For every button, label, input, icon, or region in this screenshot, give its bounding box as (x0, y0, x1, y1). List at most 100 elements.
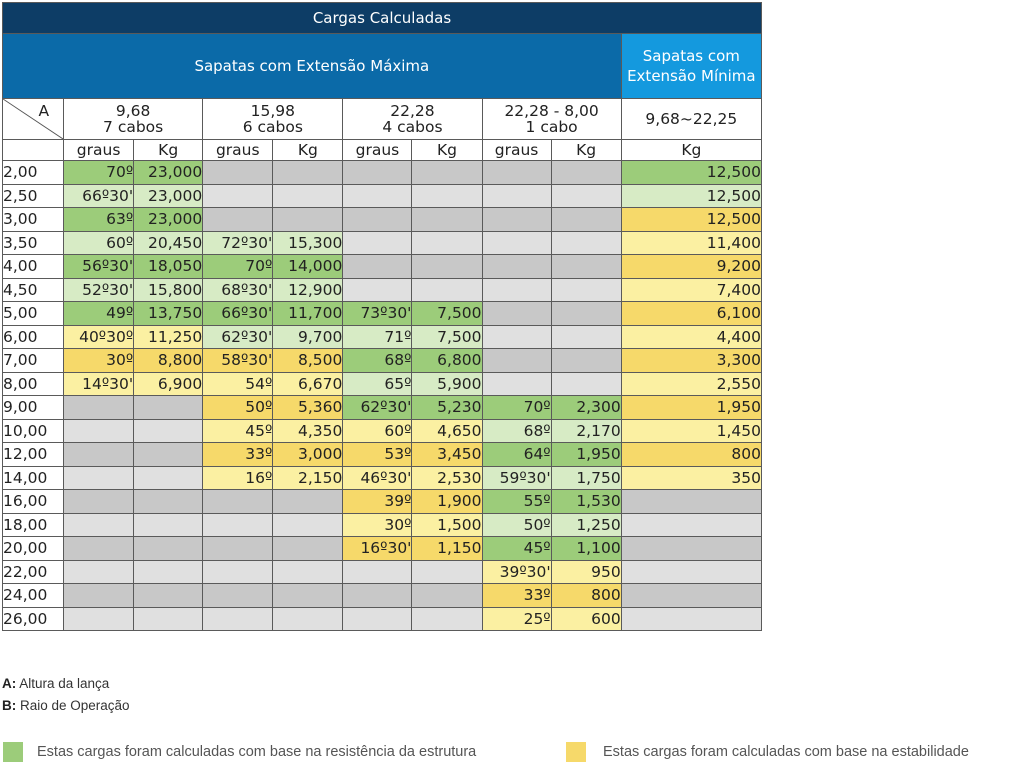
table-cell (481, 254, 552, 279)
table-cell (481, 183, 552, 208)
table-row: 5,00 49º 13,750 66º30' 11,700 73º30' 7,500 6,10… (1, 301, 763, 326)
table-cell: 72º30' (202, 230, 274, 255)
table-cell: 68º30' (202, 277, 274, 302)
table-row: 4,50 52º30' 15,800 68º30' 12,900 7,400 (1, 277, 763, 302)
table-cell: 45º (481, 536, 552, 561)
table-cell: 7,500 (411, 301, 483, 326)
table-cell: 60º (342, 418, 413, 443)
table-cell (202, 489, 274, 514)
row-radius: 4,00 (1, 254, 65, 279)
column-header-4: 22,28 - 8,00 1 cabo (481, 98, 622, 140)
table-cell: 2,300 (550, 395, 622, 420)
table-cell: 65º (342, 371, 413, 396)
table-cell: 62º30' (342, 395, 413, 420)
table-cell: 45º (202, 418, 274, 443)
table-cell (411, 160, 483, 185)
sub-header: Kg (550, 139, 622, 161)
row-radius: 8,00 (1, 371, 65, 396)
table-cell (411, 559, 483, 584)
table-cell (272, 512, 344, 537)
table-cell: 40º30º (63, 324, 135, 349)
table-cell: 70º (481, 395, 552, 420)
table-row: 7,00 30º 8,800 58º30' 8,500 68º 6,800 3,300 (1, 348, 763, 373)
table-cell: 12,500 (620, 160, 763, 185)
table-cell: 20,450 (133, 230, 204, 255)
table-cell (620, 489, 763, 514)
table-cell: 800 (550, 583, 622, 608)
table-row: 8,00 14º30' 6,900 54º 6,670 65º 5,900 2,550 (1, 371, 763, 396)
row-radius: 10,00 (1, 418, 65, 443)
table-cell: 66º30' (202, 301, 274, 326)
table-cell (342, 606, 413, 631)
table-cell: 50º (202, 395, 274, 420)
table-cell (620, 583, 763, 608)
table-row: 16,00 39º 1,900 55º 1,530 (1, 489, 763, 514)
table-row: 14,00 16º 2,150 46º30' 2,530 59º30' 1,750 350 (1, 465, 763, 490)
table-cell (272, 559, 344, 584)
table-cell (411, 207, 483, 232)
table-cell (133, 559, 204, 584)
table-cell: 6,670 (272, 371, 344, 396)
table-cell (202, 606, 274, 631)
table-cell (481, 277, 552, 302)
table-cell (550, 277, 622, 302)
table-row: 9,00 50º 5,360 62º30' 5,230 70º 2,300 1,950 (1, 395, 763, 420)
row-radius: 20,00 (1, 536, 65, 561)
table-cell (620, 559, 763, 584)
legend-b: B: Raio de Operação (2, 698, 130, 713)
corner-sub-cell (1, 139, 65, 161)
table-cell (272, 606, 344, 631)
table-cell: 12,900 (272, 277, 344, 302)
green-swatch (3, 742, 23, 762)
green-swatch-label: Estas cargas foram calculadas com base n… (37, 744, 477, 760)
table-cell: 1,250 (550, 512, 622, 537)
table-cell: 1,150 (411, 536, 483, 561)
table-row: 4,00 56º30' 18,050 70º 14,000 9,200 (1, 254, 763, 279)
table-cell: 6,900 (133, 371, 204, 396)
row-radius: 24,00 (1, 583, 65, 608)
table-cell (411, 230, 483, 255)
table-cell: 39º30' (481, 559, 552, 584)
table-cell: 2,150 (272, 465, 344, 490)
table-cell: 6,800 (411, 348, 483, 373)
table-cell: 350 (620, 465, 763, 490)
table-cell (63, 489, 135, 514)
table-cell (550, 254, 622, 279)
table-cell: 50º (481, 512, 552, 537)
table-cell: 58º30' (202, 348, 274, 373)
row-radius: 7,00 (1, 348, 65, 373)
table-cell (411, 606, 483, 631)
table-cell (272, 160, 344, 185)
table-cell: 950 (550, 559, 622, 584)
sub-header: graus (481, 139, 552, 161)
table-cell: 70º (202, 254, 274, 279)
table-cell (411, 277, 483, 302)
table-cell: 14,000 (272, 254, 344, 279)
table-cell: 800 (620, 442, 763, 467)
table-cell: 9,700 (272, 324, 344, 349)
table-cell (342, 254, 413, 279)
table-cell (550, 160, 622, 185)
table-cell (272, 183, 344, 208)
table-cell: 54º (202, 371, 274, 396)
row-radius: 26,00 (1, 606, 65, 631)
table-cell: 13,750 (133, 301, 204, 326)
section-min-header: Sapatas com Extensão Mínima (620, 33, 763, 99)
table-cell: 18,050 (133, 254, 204, 279)
table-cell: 30º (63, 348, 135, 373)
table-cell: 62º30' (202, 324, 274, 349)
row-radius: 12,00 (1, 442, 65, 467)
table-cell: 1,950 (550, 442, 622, 467)
table-cell (63, 395, 135, 420)
table-cell (550, 348, 622, 373)
sub-header: Kg (620, 139, 763, 161)
row-radius: 22,00 (1, 559, 65, 584)
table-cell: 53º (342, 442, 413, 467)
table-cell: 30º (342, 512, 413, 537)
table-cell: 56º30' (63, 254, 135, 279)
table-cell: 33º (202, 442, 274, 467)
table-cell (63, 512, 135, 537)
table-cell (133, 442, 204, 467)
table-cell (272, 489, 344, 514)
table-cell (342, 230, 413, 255)
